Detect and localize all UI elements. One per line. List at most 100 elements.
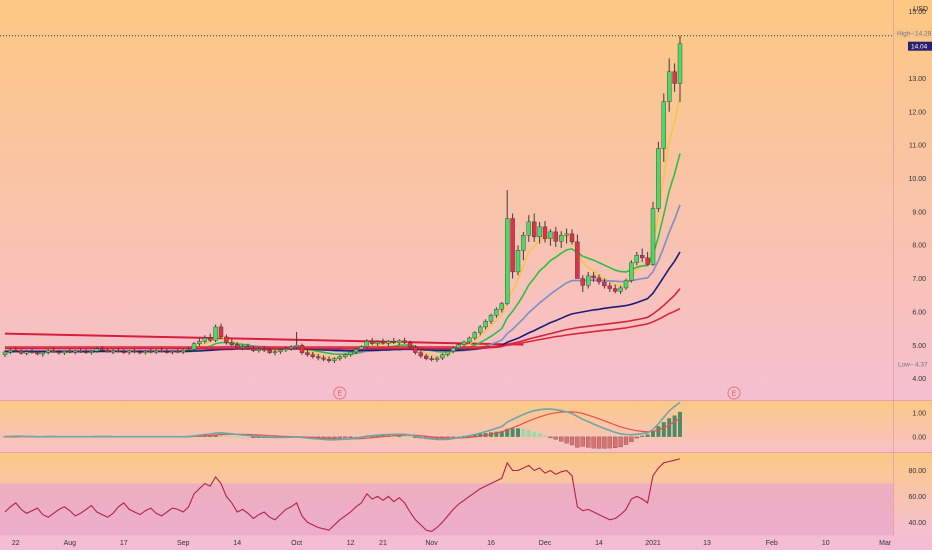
candle-body (402, 340, 407, 343)
candle-body (99, 348, 105, 351)
candle-body (283, 348, 288, 351)
candle-body (359, 346, 364, 350)
trendline (4, 332, 524, 346)
candle-body (180, 350, 186, 353)
time-tick-label: 2021 (645, 540, 661, 547)
candle-body (262, 349, 267, 351)
macd-histogram-bar (678, 411, 682, 437)
candle-body (267, 349, 272, 353)
main-pane-background (0, 0, 932, 400)
time-tick-label: 12 (347, 540, 355, 547)
candle-body (586, 275, 591, 286)
candle-body (451, 347, 456, 352)
candle-body (397, 340, 402, 343)
candle-body (348, 351, 353, 355)
candle-body (110, 350, 116, 353)
rsi-band-group (0, 483, 893, 536)
macd-histogram-bar (634, 436, 639, 439)
candle-body (337, 356, 342, 359)
rsi-band (0, 483, 893, 536)
macd-histogram-bar (348, 436, 353, 438)
rsi-line (4, 458, 681, 532)
candle-body (170, 351, 175, 353)
candle-body (294, 345, 299, 348)
candle-body (137, 351, 143, 354)
macd-histogram-bar (580, 436, 585, 447)
candle-body (569, 233, 575, 243)
macd-histogram-bar (224, 435, 229, 437)
candle-body (640, 255, 645, 259)
price-tick-label: 4.00 (912, 376, 926, 383)
candle-body (580, 278, 585, 286)
macd-histogram-bar (569, 436, 575, 446)
price-tick-label: 6.00 (912, 309, 926, 316)
macd-histogram-bar (672, 415, 677, 437)
high-value: 14.28 (915, 31, 932, 38)
candle-body (472, 332, 477, 339)
high-tag: High − 14.28 (894, 28, 932, 38)
candle-body (629, 262, 634, 281)
earnings-marker-circle (727, 386, 741, 400)
candle-body (672, 71, 677, 84)
candle-body (8, 350, 13, 353)
high-separator: − (910, 31, 914, 38)
candle-body (310, 354, 315, 357)
axes: 15.00 13.00 12.00 11.00 10.00 9.00 8.00 7.00 6.0… (12, 9, 926, 547)
macd-histogram-bar (575, 436, 580, 448)
macd-histogram-bar (408, 436, 412, 438)
macd-indicator (3, 401, 682, 449)
candle-body (207, 337, 213, 341)
candle-body (424, 355, 429, 359)
candle-body (467, 337, 472, 343)
candle-body (456, 344, 461, 349)
macd-histogram-bar (613, 436, 618, 449)
candle-body (634, 255, 639, 263)
time-tick-label: 14 (595, 540, 603, 547)
candle-body (224, 336, 229, 343)
macd-histogram-bar (332, 436, 337, 439)
candle-body (645, 257, 650, 265)
price-tick-label: 7.00 (912, 276, 926, 283)
currency-label: USD (913, 6, 928, 13)
macd-histogram-bar (472, 434, 477, 437)
price-tick-label: 15.00 (908, 9, 926, 16)
macd-histogram-bar (661, 422, 666, 437)
rsi-indicator (4, 458, 681, 532)
candle-body (380, 341, 386, 344)
candle-body (353, 349, 359, 353)
time-tick-label: 13 (703, 540, 711, 547)
price-tick-label: 5.00 (912, 343, 926, 350)
earnings-marker-circle (333, 386, 347, 400)
earnings-marker-label: E (337, 391, 342, 398)
macd-histogram-bar (596, 436, 602, 449)
candle-body (213, 326, 218, 341)
candle-body (202, 337, 208, 342)
macd-histogram-bar (607, 436, 612, 449)
candle-body (218, 326, 224, 338)
candle-body (370, 341, 375, 344)
candle-body (434, 357, 440, 360)
macd-histogram-bar (494, 431, 499, 437)
macd-histogram-bar (219, 434, 223, 437)
macd-histogram-bar (337, 436, 342, 439)
candle-body (413, 346, 418, 353)
candle-body (386, 341, 391, 344)
time-tick-label: Feb (766, 540, 778, 547)
macd-histogram-bar (645, 434, 650, 437)
macd-histogram-bar (667, 418, 672, 437)
macd-histogram-bar (235, 436, 240, 438)
macd-histogram-bar (537, 433, 542, 437)
candle-body (46, 350, 51, 353)
time-tick-label: Oct (291, 540, 302, 547)
candle-body (316, 356, 321, 359)
candle-body (94, 348, 100, 352)
candle-body (78, 350, 83, 353)
candle-body (164, 351, 170, 353)
macd-histogram-bar (586, 436, 591, 448)
candle-body (251, 348, 256, 351)
macd-line (5, 401, 681, 441)
macd-histogram-bar (618, 436, 623, 448)
candle-body (602, 281, 607, 287)
macd-histogram-bar (251, 436, 256, 438)
